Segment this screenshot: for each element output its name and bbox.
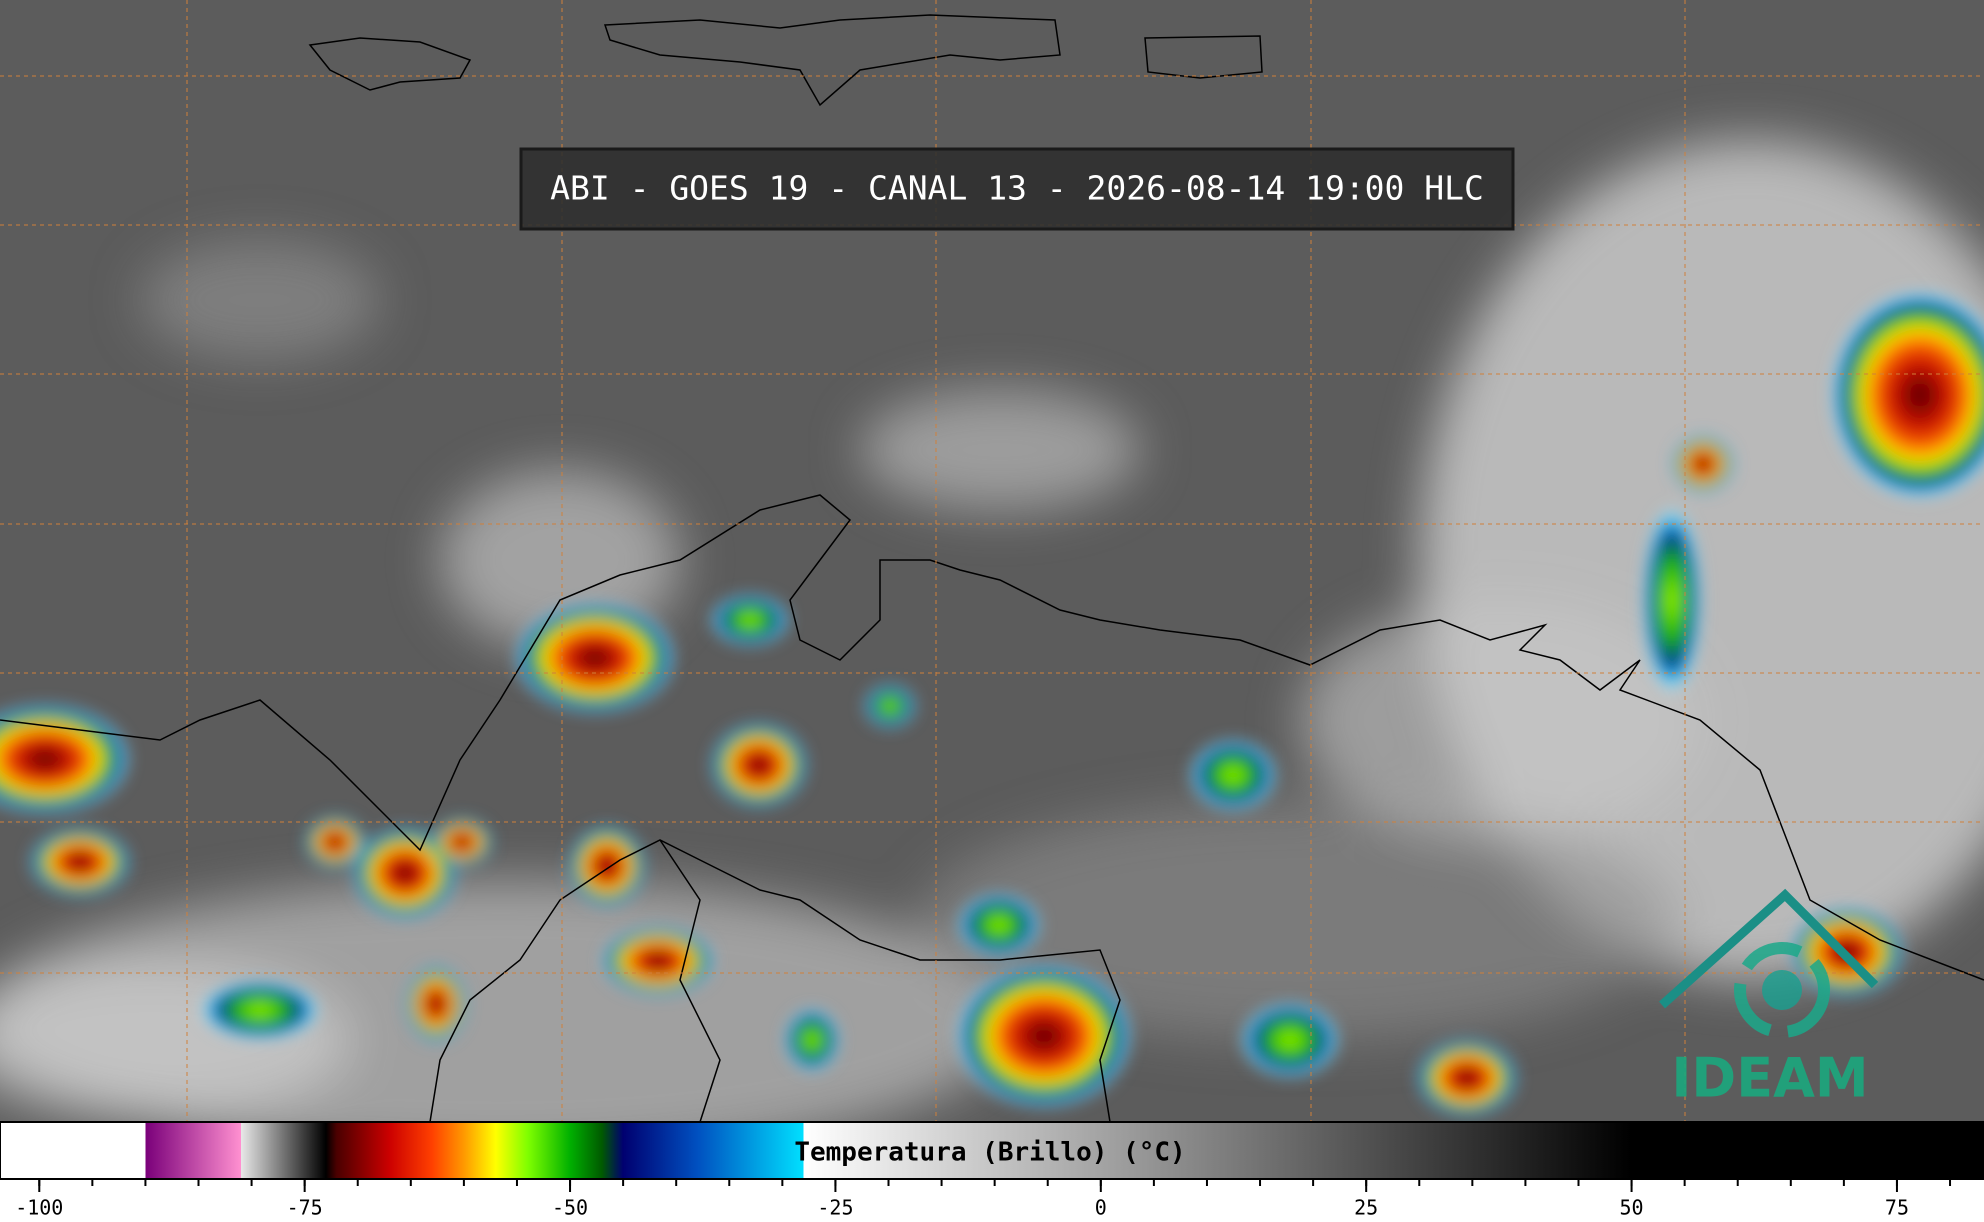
cell xyxy=(957,893,1041,957)
colorbar-axis: -100 -75 -50 -25 0 25 50 75 xyxy=(15,1179,1952,1220)
coastline xyxy=(0,494,1984,981)
cell xyxy=(864,684,916,728)
storm-cell xyxy=(569,826,645,906)
border xyxy=(429,839,1121,1123)
logo-text: IDEAM xyxy=(1671,1047,1868,1110)
cloud xyxy=(860,390,1140,510)
cloud xyxy=(440,470,680,650)
logo-swirl xyxy=(1762,970,1802,1010)
storm-cell xyxy=(956,964,1132,1108)
cell xyxy=(1189,739,1277,811)
storm-cell xyxy=(1673,436,1733,492)
cell xyxy=(1240,1002,1340,1078)
storm-cell xyxy=(353,827,457,919)
tick-label: -75 xyxy=(287,1196,323,1220)
cloud xyxy=(140,240,380,360)
tick-label: 0 xyxy=(1095,1196,1107,1220)
coastlines xyxy=(0,14,1984,1123)
coastline xyxy=(308,37,472,91)
storm-cell xyxy=(406,966,466,1042)
cell xyxy=(710,594,790,646)
cell xyxy=(784,1008,840,1072)
storm-cell xyxy=(515,603,675,713)
storm-cell xyxy=(711,723,807,807)
cell xyxy=(1642,505,1702,695)
tick-label: 75 xyxy=(1885,1196,1909,1220)
title-box xyxy=(519,147,1515,231)
tick-label: 25 xyxy=(1354,1196,1378,1220)
colorbar: Temperatura (Brillo) (°C) xyxy=(0,1121,1984,1180)
colorbar-scale xyxy=(0,1121,1984,1180)
colorbar-label: Temperatura (Brillo) (°C) xyxy=(794,1138,1185,1168)
cell xyxy=(200,980,320,1040)
title: ABI - GOES 19 - CANAL 13 - 2026-08-14 19… xyxy=(550,169,1484,208)
cloud xyxy=(920,800,1680,1040)
border xyxy=(659,839,721,1123)
coastline xyxy=(1144,35,1263,79)
cloud xyxy=(1300,600,1700,840)
tick-label: -100 xyxy=(15,1196,63,1220)
axis-background xyxy=(0,1180,1984,1222)
storm-cell xyxy=(432,818,492,866)
logo-swirl xyxy=(1734,942,1830,1038)
tick-label: 50 xyxy=(1620,1196,1644,1220)
cloud-cover xyxy=(0,140,1984,1160)
ideam-logo: IDEAM xyxy=(1659,888,1879,1110)
logo-roof xyxy=(1659,888,1879,1009)
convective-cells xyxy=(0,290,1984,1116)
storm-cell xyxy=(602,927,714,995)
storm-cell xyxy=(1830,290,1984,500)
coastline xyxy=(603,14,1061,107)
storm-cell xyxy=(1417,1040,1517,1116)
tick-label: -25 xyxy=(817,1196,853,1220)
storm-cell xyxy=(30,828,130,896)
storm-cell xyxy=(305,816,365,868)
lat-lon-grid xyxy=(0,0,1984,1122)
tick-label: -50 xyxy=(552,1196,588,1220)
